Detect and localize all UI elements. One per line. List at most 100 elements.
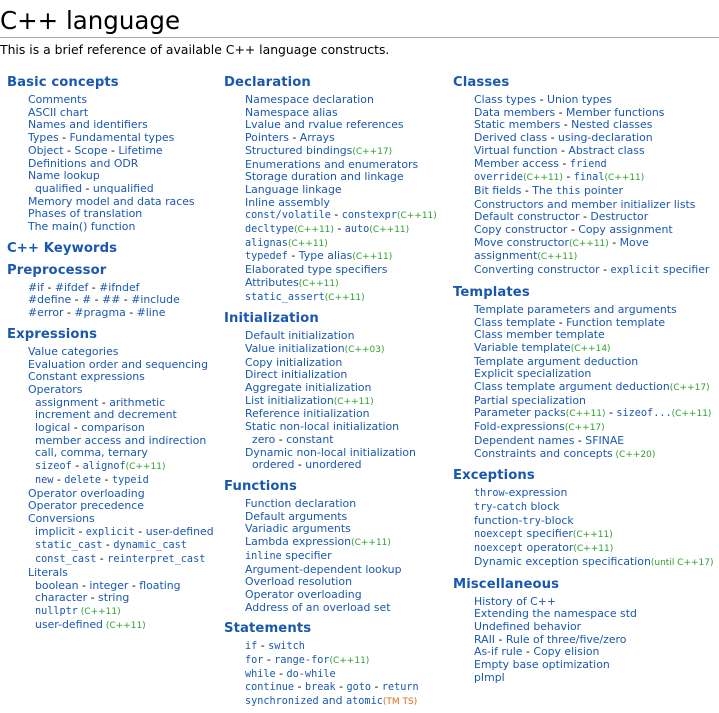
code-link[interactable]: noexcept xyxy=(474,543,524,555)
link[interactable]: pointer xyxy=(580,183,623,197)
code-link[interactable]: new xyxy=(35,474,54,486)
link[interactable]: # xyxy=(82,293,92,307)
link[interactable]: zero xyxy=(252,432,276,446)
link[interactable]: character xyxy=(35,591,88,605)
link[interactable]: Operator overloading xyxy=(245,587,362,601)
link[interactable]: Union types xyxy=(546,93,612,106)
link[interactable]: Partial specialization xyxy=(474,393,586,407)
link[interactable]: Copy initialization xyxy=(245,355,343,369)
link[interactable]: string xyxy=(98,591,130,605)
code-link[interactable]: goto xyxy=(346,682,372,694)
link[interactable]: Constructors and member initializer list… xyxy=(474,197,696,211)
link[interactable]: unordered xyxy=(305,458,362,472)
link[interactable]: Default initialization xyxy=(245,329,355,343)
link[interactable]: Phases of translation xyxy=(28,207,143,221)
code-link[interactable]: atomic xyxy=(346,696,383,708)
link[interactable]: assignment xyxy=(474,249,538,263)
section-heading-functions[interactable]: Functions xyxy=(224,478,297,494)
code-link[interactable]: volatile xyxy=(281,210,331,222)
link[interactable]: Copy elision xyxy=(533,645,600,659)
link[interactable]: logical xyxy=(35,421,71,435)
link[interactable]: Converting constructor xyxy=(474,263,600,277)
link[interactable]: #ifdef xyxy=(54,280,89,294)
code-link[interactable]: nullptr xyxy=(35,605,78,617)
link[interactable]: user-defined xyxy=(145,524,214,538)
link[interactable]: Extending the namespace std xyxy=(474,607,637,621)
link[interactable]: Member access xyxy=(474,156,559,170)
code-link[interactable]: const_cast xyxy=(35,554,97,566)
link[interactable]: integer xyxy=(89,578,129,592)
link[interactable]: Template parameters and arguments xyxy=(474,302,677,316)
link[interactable]: Function template xyxy=(566,315,666,329)
link[interactable]: block xyxy=(527,499,560,513)
link[interactable]: member access and indirection xyxy=(35,433,207,447)
link[interactable]: As-if rule xyxy=(474,645,523,659)
code-link[interactable]: auto xyxy=(344,224,370,236)
code-link[interactable]: static_assert xyxy=(245,291,325,303)
code-link[interactable]: delete xyxy=(64,474,102,486)
link[interactable]: -expression xyxy=(504,486,568,500)
link[interactable]: Class template argument deduction xyxy=(474,380,670,394)
code-link[interactable]: sizeof... xyxy=(616,408,672,420)
link[interactable]: Value initialization xyxy=(245,341,345,355)
code-link[interactable]: override xyxy=(474,172,524,184)
link[interactable]: Variadic arguments xyxy=(245,522,351,536)
section-heading-initialization[interactable]: Initialization xyxy=(224,311,319,327)
link[interactable]: Undefined behavior xyxy=(474,619,582,633)
section-heading-declaration[interactable]: Declaration xyxy=(224,75,311,90)
link[interactable]: Variable template xyxy=(474,340,571,354)
link[interactable]: Dependent names xyxy=(474,433,575,447)
link[interactable]: SFINAE xyxy=(585,433,625,447)
code-link[interactable]: noexcept xyxy=(474,529,524,541)
link[interactable]: Aggregate initialization xyxy=(245,381,372,395)
link[interactable]: ASCII chart xyxy=(28,105,89,119)
link[interactable]: RAII xyxy=(474,632,495,646)
link[interactable]: Empty base optimization xyxy=(474,658,610,672)
link[interactable]: Copy constructor xyxy=(474,223,568,237)
code-link[interactable]: return xyxy=(381,682,419,694)
code-link[interactable]: explicit xyxy=(85,526,135,538)
code-link[interactable]: inline xyxy=(245,550,282,562)
link[interactable]: Default arguments xyxy=(245,509,348,523)
link[interactable]: call, comma, ternary xyxy=(35,446,148,460)
link[interactable]: Constraints and concepts xyxy=(474,446,613,460)
code-link[interactable]: switch xyxy=(268,641,305,653)
code-link[interactable]: sizeof xyxy=(35,461,72,473)
link[interactable]: #pragma xyxy=(74,306,126,320)
section-heading-exceptions[interactable]: Exceptions xyxy=(453,468,535,484)
link[interactable]: Dynamic exception specification xyxy=(474,554,651,568)
code-link[interactable]: synchronized xyxy=(245,696,319,708)
link[interactable]: The main() function xyxy=(28,220,136,234)
link[interactable]: Address of an overload set xyxy=(245,600,391,614)
link[interactable]: pImpl xyxy=(474,670,505,684)
link[interactable]: Lifetime xyxy=(118,143,163,157)
code-link[interactable]: typedef xyxy=(245,251,288,263)
section-heading-c-keywords[interactable]: C++ Keywords xyxy=(7,240,118,256)
link[interactable]: operator xyxy=(523,541,574,555)
link[interactable]: Reference initialization xyxy=(245,407,370,421)
link[interactable]: and xyxy=(318,694,347,708)
link[interactable]: Destructor xyxy=(590,210,649,224)
link[interactable]: Nested classes xyxy=(571,118,653,132)
link[interactable]: qualified xyxy=(35,181,83,195)
link[interactable]: specifier xyxy=(523,527,573,541)
link[interactable]: Names and identifiers xyxy=(28,118,148,132)
link[interactable]: Static members xyxy=(474,118,561,132)
code-link[interactable]: alignas xyxy=(245,237,288,249)
link[interactable]: List initialization xyxy=(245,393,334,407)
link[interactable]: Dynamic non-local initialization xyxy=(245,445,416,459)
link[interactable]: Direct initialization xyxy=(245,368,348,382)
link[interactable]: -block xyxy=(540,513,574,527)
code-link[interactable]: friend xyxy=(569,158,607,170)
link[interactable]: Operator overloading xyxy=(28,486,145,500)
link[interactable]: Enumerations and enumerators xyxy=(245,157,419,171)
section-heading-classes[interactable]: Classes xyxy=(453,75,510,90)
link[interactable]: Copy assignment xyxy=(578,223,673,237)
link[interactable]: Static non-local initialization xyxy=(245,420,400,434)
link[interactable]: Derived class xyxy=(474,131,548,145)
link[interactable]: Abstract class xyxy=(568,143,645,157)
link[interactable]: Language linkage xyxy=(245,182,342,196)
link[interactable]: Argument-dependent lookup xyxy=(245,562,402,576)
link[interactable]: using-declaration xyxy=(558,131,653,145)
link[interactable]: Rule of three/five/zero xyxy=(505,632,627,646)
